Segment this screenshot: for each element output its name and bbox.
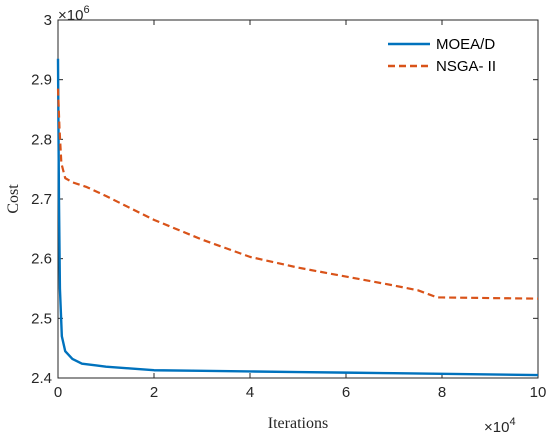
- y-tick-label: 3: [44, 12, 52, 29]
- y-multiplier-exponent: 6: [83, 4, 89, 16]
- x-tick-label: 10: [530, 384, 547, 401]
- y-tick-label: 2.4: [31, 370, 52, 387]
- y-tick-label: 2.7: [31, 191, 52, 208]
- legend-label-moea-d: MOEA/D: [436, 36, 495, 53]
- series-line-0: [56, 58, 539, 377]
- x-tick-label: 2: [150, 384, 158, 401]
- y-tick-label: 2.5: [31, 310, 52, 327]
- y-axis-label: Cost: [5, 184, 22, 214]
- y-axis-multiplier: ×106: [58, 4, 90, 24]
- ticks: 0 2 4 6 8 10 2.4 2.5 2.6 2.7 2.8 2.9 3: [31, 12, 546, 401]
- series-line-1: [56, 88, 539, 300]
- y-multiplier-base: ×10: [58, 7, 83, 24]
- x-tick-label: 0: [54, 384, 62, 401]
- x-axis-multiplier: ×104: [484, 416, 516, 436]
- legend-label-nsga-ii: NSGA- II: [436, 58, 496, 75]
- x-tick-label: 4: [246, 384, 254, 401]
- x-axis-label: Iterations: [268, 415, 328, 432]
- legend-background: [384, 34, 526, 80]
- legend: MOEA/D NSGA- II: [384, 34, 526, 80]
- x-tick-label: 8: [438, 384, 446, 401]
- series-layer: [56, 58, 539, 377]
- y-tick-label: 2.6: [31, 251, 52, 268]
- x-multiplier-base: ×10: [484, 419, 509, 436]
- x-tick-label: 6: [342, 384, 350, 401]
- y-tick-label: 2.9: [31, 72, 52, 89]
- y-tick-label: 2.8: [31, 131, 52, 148]
- x-multiplier-exponent: 4: [509, 416, 515, 428]
